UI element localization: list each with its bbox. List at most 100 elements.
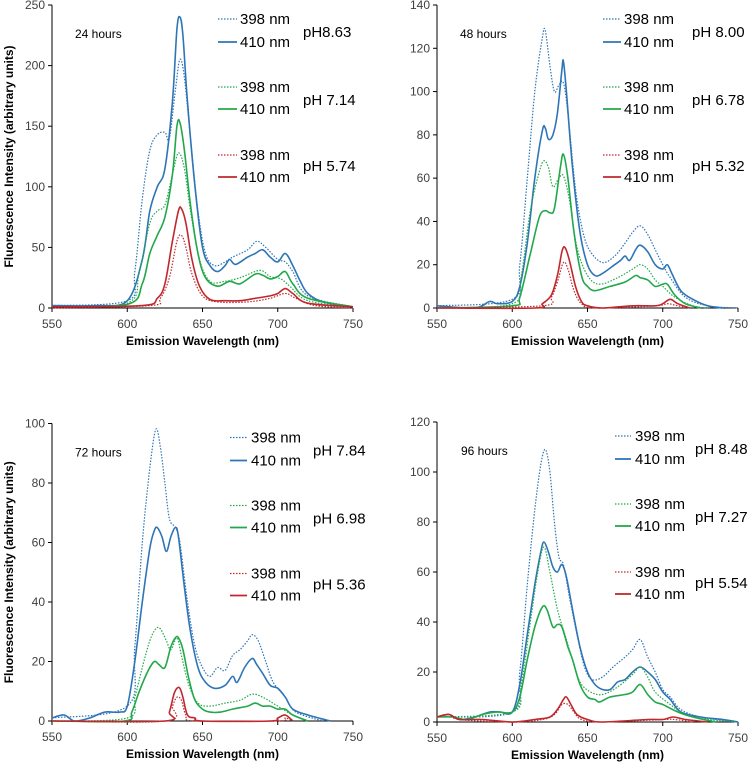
legend-entry-label: 398 nm [635, 496, 685, 513]
x-tick-label: 550 [42, 317, 62, 331]
series-line-ph-5-32-398-nm [436, 261, 690, 309]
series-line-ph-6-98-410-nm [51, 635, 309, 723]
legend-entry-label: 410 nm [635, 451, 685, 468]
y-tick-label: 120 [410, 41, 430, 55]
y-tick-label: 100 [25, 180, 45, 194]
series-line-ph-8-48-410-nm [436, 541, 739, 723]
x-tick-label: 600 [117, 730, 137, 744]
series-line-ph-6-78-410-nm [436, 153, 701, 309]
series-line-ph8-63-410-nm [51, 15, 354, 308]
chart-panel-3: 0 20 40 60 80 100 550 600 650 700 750 Emission Wave… [2, 417, 366, 762]
legend-ph-label: pH 8.00 [692, 24, 745, 41]
legend-entry-label: 398 nm [251, 566, 301, 583]
legend-entry-label: 410 nm [624, 101, 674, 118]
y-tick-label: 0 [423, 715, 430, 729]
y-tick-label: 140 [410, 0, 430, 12]
series-line-ph-5-32-410-nm [436, 246, 691, 310]
x-tick-label: 550 [427, 731, 447, 745]
series-line-ph-7-84-410-nm [51, 526, 331, 722]
chart-title: 24 hours [75, 27, 122, 41]
y-tick-label: 50 [32, 240, 46, 254]
y-tick-label: 0 [38, 714, 45, 728]
series-line-ph-6-98-398-nm [51, 626, 309, 722]
chart-panel-4: 0 20 40 60 80 100 120 550 600 650 700 750 Emission W… [410, 415, 748, 762]
chart-title: 96 hours [461, 444, 508, 458]
y-tick-label: 200 [25, 59, 45, 73]
x-tick-label: 600 [502, 731, 522, 745]
y-tick-label: 80 [32, 476, 46, 490]
legend-entry-label: 410 nm [251, 453, 301, 470]
x-axis-label: Emission Wavelength (nm) [126, 334, 279, 348]
legend-entry-label: 410 nm [635, 586, 685, 603]
y-tick-label: 250 [25, 0, 45, 12]
x-tick-label: 650 [577, 731, 597, 745]
legend-ph-label: pH 5.36 [313, 577, 366, 594]
y-tick-label: 60 [417, 171, 431, 185]
legend-entry-label: 398 nm [240, 79, 290, 96]
x-tick-label: 600 [502, 317, 522, 331]
y-tick-label: 20 [417, 258, 431, 272]
y-tick-label: 100 [410, 465, 430, 479]
y-axis-label: Fluorescence Intensity (arbitrary units) [2, 45, 16, 267]
legend-entry-label: 398 nm [624, 11, 674, 28]
y-tick-label: 40 [417, 214, 431, 228]
legend-entry-label: 410 nm [251, 588, 301, 605]
y-tick-label: 40 [417, 615, 431, 629]
x-tick-label: 600 [117, 317, 137, 331]
x-tick-label: 650 [192, 730, 212, 744]
x-tick-label: 550 [427, 317, 447, 331]
legend-entry-label: 410 nm [624, 169, 674, 186]
y-tick-label: 0 [38, 301, 45, 315]
series-line-ph-8-48-398-nm [436, 448, 739, 723]
y-tick-label: 60 [417, 565, 431, 579]
chart-title: 48 hours [460, 27, 507, 41]
series-line-ph-5-54-410-nm [436, 695, 708, 723]
legend-ph-label: pH 5.74 [303, 158, 356, 175]
legend-entry-label: 410 nm [635, 518, 685, 535]
legend-entry-label: 398 nm [624, 147, 674, 164]
y-tick-label: 20 [417, 665, 431, 679]
legend-ph-label: pH 5.54 [695, 575, 748, 592]
chart-title: 72 hours [75, 446, 122, 460]
y-tick-label: 100 [25, 417, 45, 431]
x-tick-label: 750 [343, 730, 363, 744]
y-tick-label: 80 [417, 128, 431, 142]
series-line-ph-5-74-410-nm [51, 206, 354, 308]
x-tick-label: 650 [192, 317, 212, 331]
legend-entry-label: 398 nm [251, 498, 301, 515]
legend-entry-label: 410 nm [240, 169, 290, 186]
legend-ph-label: pH 7.27 [695, 509, 748, 526]
y-tick-label: 120 [410, 415, 430, 429]
y-tick-label: 80 [417, 515, 431, 529]
legend-entry-label: 410 nm [624, 34, 674, 51]
legend-entry-label: 410 nm [240, 101, 290, 118]
x-tick-label: 750 [343, 317, 363, 331]
series-line-ph-7-14-410-nm [51, 118, 354, 308]
series-line-ph-7-14-398-nm [51, 152, 354, 308]
y-tick-label: 60 [32, 536, 46, 550]
x-tick-label: 700 [268, 730, 288, 744]
y-tick-label: 0 [423, 301, 430, 315]
legend-entry-label: 398 nm [240, 11, 290, 28]
x-tick-label: 750 [728, 317, 748, 331]
series-line-ph-7-27-398-nm [436, 546, 739, 723]
series-line-ph-8-00-410-nm [436, 59, 724, 309]
y-tick-label: 40 [32, 595, 46, 609]
legend-ph-label: pH 8.48 [695, 441, 748, 458]
legend-entry-label: 398 nm [240, 147, 290, 164]
x-tick-label: 700 [268, 317, 288, 331]
legend-ph-label: pH 7.84 [313, 443, 366, 460]
x-tick-label: 700 [653, 731, 673, 745]
x-tick-label: 700 [653, 317, 673, 331]
series-line-ph-7-27-410-nm [436, 604, 716, 723]
legend-entry-label: 398 nm [251, 430, 301, 447]
legend-entry-label: 410 nm [240, 34, 290, 51]
series-line-ph-6-78-398-nm [436, 160, 708, 309]
x-tick-label: 750 [728, 731, 748, 745]
legend-ph-label: pH8.63 [303, 24, 351, 41]
x-tick-label: 550 [42, 730, 62, 744]
x-axis-label: Emission Wavelength (nm) [126, 747, 279, 761]
series-line-ph-5-36-410-nm [51, 686, 294, 723]
y-tick-label: 20 [32, 655, 46, 669]
